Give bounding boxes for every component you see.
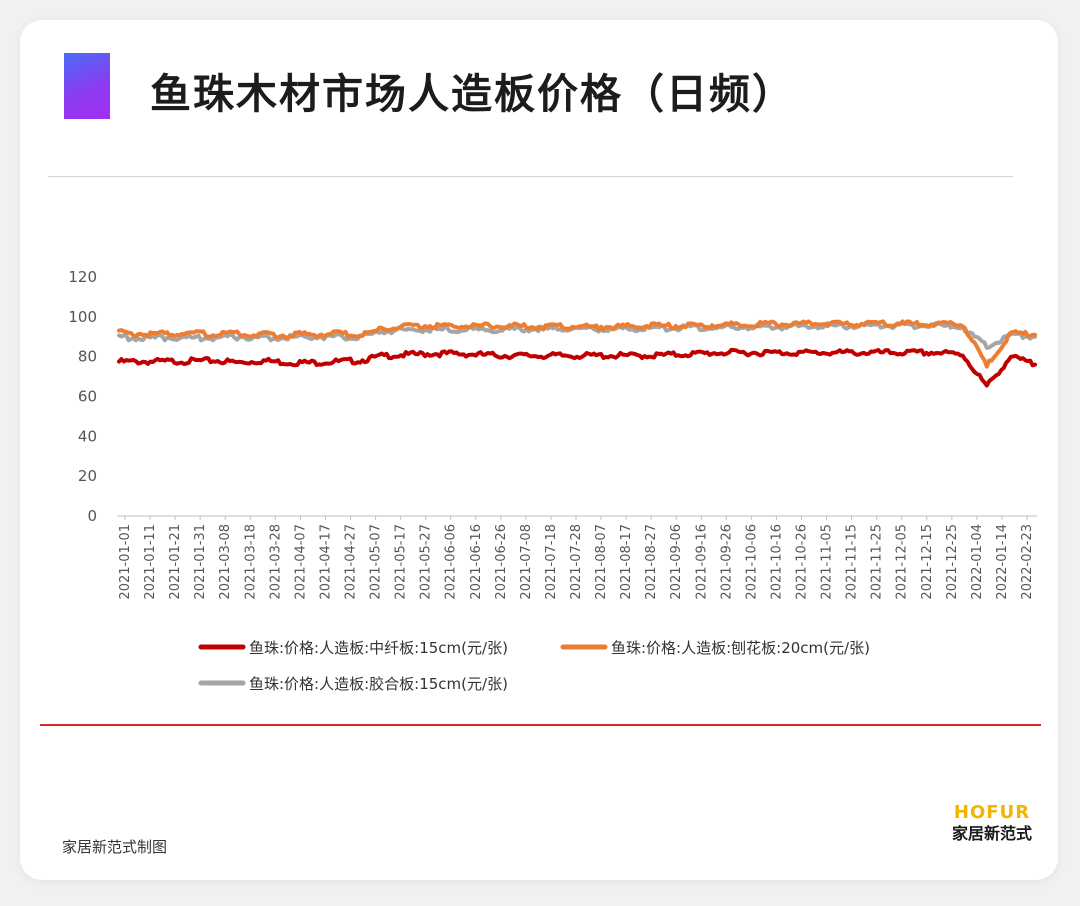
y-tick-label: 120 (68, 268, 97, 286)
legend: 鱼珠:价格:人造板:中纤板:15cm(元/张) 鱼珠:价格:人造板:刨花板:20c… (198, 639, 870, 693)
series-line (117, 347, 1037, 388)
x-tick-label: 2021-12-05 (895, 524, 910, 600)
x-tick-label: 2021-08-27 (644, 524, 659, 600)
y-tick-label: 100 (68, 308, 97, 326)
x-tick-label: 2021-09-06 (669, 524, 684, 600)
x-tick-label: 2021-08-07 (594, 524, 609, 600)
x-tick-label: 2021-09-26 (719, 524, 734, 600)
x-tick-label: 2021-05-17 (394, 524, 409, 600)
x-tick-label: 2021-12-15 (920, 524, 935, 600)
x-tick-label: 2022-01-04 (970, 524, 985, 600)
x-tick-label: 2021-04-27 (344, 524, 359, 600)
x-tick-label: 2021-03-08 (218, 524, 233, 600)
series-line (117, 319, 1037, 369)
y-tick-label: 60 (78, 388, 97, 406)
x-tick-label: 2021-08-17 (619, 524, 634, 600)
x-tick-label: 2021-04-07 (293, 524, 308, 600)
x-tick-label: 2021-11-15 (845, 524, 860, 600)
x-tick-label: 2021-01-31 (193, 524, 208, 600)
title-accent-square (64, 53, 110, 119)
x-tick-label: 2021-11-05 (820, 524, 835, 600)
x-tick-label: 2021-01-11 (143, 524, 158, 600)
x-tick-label: 2021-04-17 (318, 524, 333, 600)
x-axis-ticks (124, 516, 1028, 520)
y-tick-label: 20 (78, 467, 97, 485)
title-divider (48, 176, 1013, 177)
x-axis-labels: 2021-01-01 2021-01-11 2021-01-21 2021-01-31… (118, 524, 1035, 600)
brand-logo-en: HOFUR (953, 802, 1031, 823)
legend-label: 鱼珠:价格:人造板:刨花板:20cm(元/张) (611, 639, 870, 657)
page-title: 鱼珠木材市场人造板价格（日频） (150, 70, 795, 118)
x-tick-label: 2021-03-28 (268, 524, 283, 600)
y-tick-label: 0 (87, 507, 97, 525)
y-tick-label: 80 (78, 348, 97, 366)
legend-label: 鱼珠:价格:人造板:中纤板:15cm(元/张) (249, 639, 508, 657)
x-tick-label: 2021-11-25 (870, 524, 885, 600)
x-tick-label: 2021-01-21 (168, 524, 183, 600)
x-tick-label: 2021-06-26 (494, 524, 509, 600)
brand-logo: HOFUR 家居新范式 (946, 803, 1038, 845)
card (20, 20, 1058, 880)
x-tick-label: 2021-07-18 (544, 524, 559, 600)
x-tick-label: 2021-06-06 (444, 524, 459, 600)
source-note: 家居新范式制图 (62, 838, 168, 856)
footer-divider (40, 724, 1041, 726)
y-tick-label: 40 (78, 427, 97, 445)
x-tick-label: 2021-10-16 (769, 524, 784, 600)
x-tick-label: 2021-07-28 (569, 524, 584, 600)
x-tick-label: 2022-02-23 (1020, 524, 1035, 600)
series-lines (117, 319, 1037, 388)
x-tick-label: 2021-01-01 (118, 524, 133, 600)
y-axis-labels: 0 20 40 60 80 100 120 (68, 268, 97, 525)
x-tick-label: 2021-05-27 (419, 524, 434, 600)
x-tick-label: 2021-10-26 (795, 524, 810, 600)
brand-logo-cn: 家居新范式 (951, 824, 1032, 843)
x-tick-label: 2021-05-07 (369, 524, 384, 600)
x-tick-label: 2021-06-16 (469, 524, 484, 600)
x-tick-label: 2021-03-18 (243, 524, 258, 600)
x-tick-label: 2021-10-06 (744, 524, 759, 600)
x-tick-label: 2021-09-16 (694, 524, 709, 600)
x-tick-label: 2021-12-25 (945, 524, 960, 600)
x-tick-label: 2022-01-14 (995, 524, 1010, 600)
x-tick-label: 2021-07-08 (519, 524, 534, 600)
legend-label: 鱼珠:价格:人造板:胶合板:15cm(元/张) (249, 675, 508, 693)
